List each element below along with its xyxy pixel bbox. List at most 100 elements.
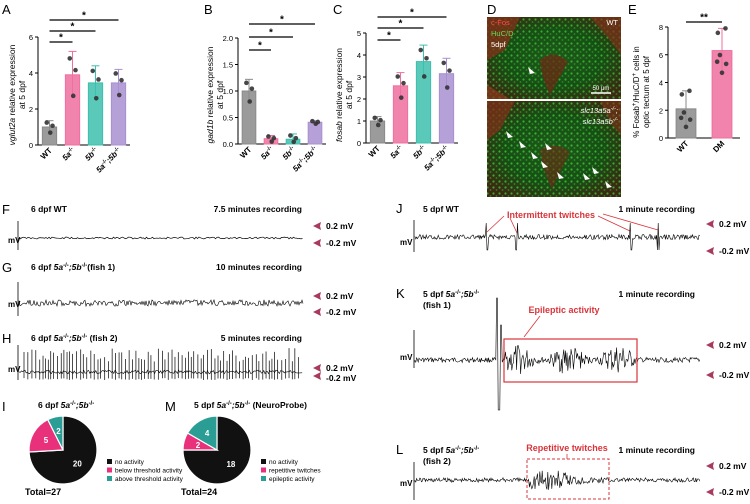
trace-k [414,297,701,411]
legend-swatch [261,467,266,473]
category-label: 5b-/- [411,144,428,161]
y-tick-label: 0 [659,134,663,143]
arrow-pos-j [706,220,714,228]
ylabel-a-2: at 5 dpf [17,80,27,109]
data-point [44,120,50,125]
y-tick-label: 6 [29,33,33,42]
y-tick-label: 0 [357,139,361,148]
annotation-k: Epileptic activity [528,305,599,315]
y-tick-label: 1.0 [223,87,233,96]
category-label: 5a-/- [61,146,77,162]
category-label: WT [675,139,690,154]
category-label: WT [367,144,382,159]
data-point [269,139,275,144]
image-label-wt: WT [606,18,618,27]
pie-title-i: 6 dpf 5a-/-;5b-/- [38,400,94,410]
data-point [681,110,687,115]
ylabel-c-2: at 5 dpf [344,80,354,109]
arrow-neg-j [706,247,714,255]
data-point [714,59,720,64]
data-point [447,68,452,73]
unit-f: mV [8,236,21,245]
annotation-j: Intermittent twitches [507,210,595,220]
panel-letter-k: K [396,286,405,301]
data-point [90,68,96,74]
y-tick-label: 4 [357,51,361,60]
data-point [679,92,685,97]
data-point [395,74,401,79]
panel-letter-b: B [204,2,213,17]
annotation-arrows-j [486,213,659,234]
ylabel-e-2: optic tectum at 5 dpf [642,55,651,128]
data-point [291,139,297,145]
data-point [247,99,253,104]
pie-slice-label: 2 [196,441,201,450]
label-pos-g: 0.2 mV [326,291,354,301]
arrow-pos-l [706,462,714,470]
label-neg-g: -0.2 mV [326,307,357,317]
pie-slice-label: 5 [44,436,49,445]
data-point [687,88,692,94]
trace-l [414,470,701,490]
category-label: 5a-/-;5b-/- [94,146,123,175]
y-tick-label: 2 [659,106,663,115]
legend-label: repetitive twitches [269,468,321,475]
ylabel-a: vglut2a relative expression [7,44,17,145]
title-g: 6 dpf 5a-/-;5b-/-(fish 1) [31,262,115,272]
data-point [119,77,124,83]
unit-k: mV [400,353,413,362]
ylabel-b-2: at 5 dpf [215,80,225,109]
image-label-mut-2: slc13a5b-/- [583,117,618,126]
data-point [421,74,427,79]
trace-j [414,222,700,251]
annotation-arrow-k [523,315,541,338]
pie-legend-i: no activity below threshold activityabove… [107,459,184,483]
microscopy-image-wt [487,17,621,99]
data-point [378,117,383,123]
data-point [687,117,693,122]
panel-letter-i: I [2,399,6,414]
label-neg-l: -0.2 mV [719,487,750,497]
y-tick-label: 2.0 [223,34,233,43]
label-pos-j: 0.2 mV [719,219,747,229]
data-point [310,118,315,124]
data-point [719,70,725,76]
legend-label: below threshold activity [115,468,183,475]
label-pos-h: 0.2 mV [326,363,354,373]
data-point [717,52,723,58]
trace-h [18,348,303,380]
category-label: 5b-/- [83,146,100,163]
data-point [293,135,299,141]
arrow-pos-h [313,364,321,372]
category-label: 5a-/- [389,144,405,160]
panel-letter-g: G [2,260,12,275]
title-j: 5 dpf WT [423,204,460,214]
legend-label: no activity [115,459,145,466]
panel-letter-f: F [2,202,10,217]
data-point [73,67,78,73]
arrow-pos-f [313,222,321,230]
panel-letter-d: D [487,2,496,17]
pie-slice [28,418,64,453]
data-point [723,61,729,67]
duration-h: 5 minutes recording [221,333,302,343]
pie-total-m: Total=24 [181,487,217,497]
significance-star: * [387,31,391,42]
significance-star: ** [700,13,708,24]
y-tick-label: 0.5 [223,114,233,123]
data-point [398,95,404,100]
title-k-2: (fish 1) [423,300,451,310]
data-point [96,77,101,82]
category-label: WT [39,146,54,161]
category-label: DM [711,139,726,154]
pie-slice-label: 20 [73,460,82,469]
data-point [116,92,122,98]
data-point [441,60,447,66]
unit-l: mV [400,479,413,488]
y-tick-label: 5 [357,29,361,38]
chart-fosab: 0 1 2 3 4 5 WT 5a-/- 5b-/-5a-/-;5b-/- * * * [357,8,458,173]
panel-letter-m: M [165,399,176,414]
data-point [70,93,76,99]
ylabel-e: % Fosab+/HuC/D+ cells in [632,46,641,138]
